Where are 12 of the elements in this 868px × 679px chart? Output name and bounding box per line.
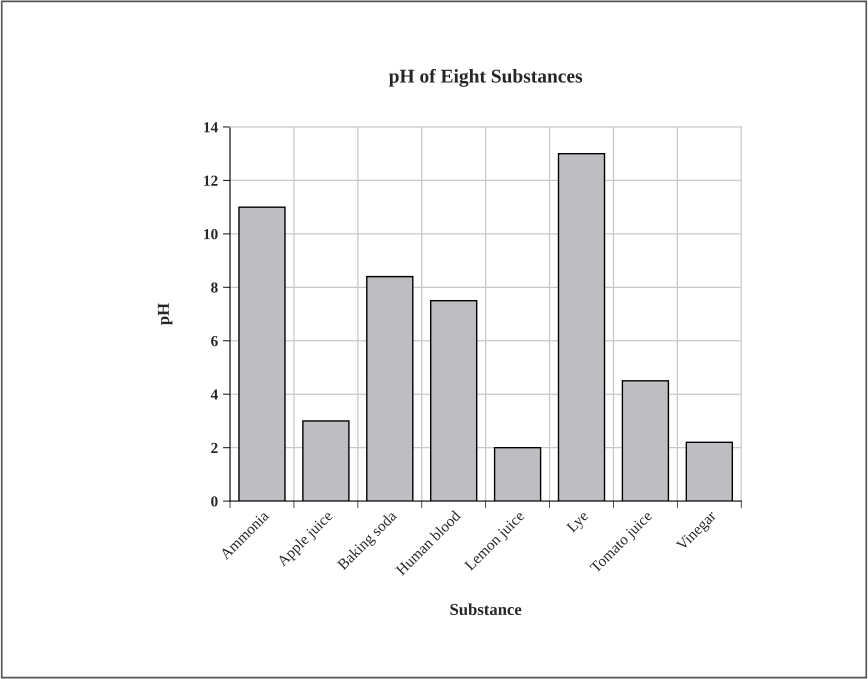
y-tick-label: 2 [211,442,218,453]
y-tick-label: 14 [204,122,218,132]
x-tick-label: Lye [566,510,591,536]
y-tick-label: 6 [211,336,218,346]
y-tick-label: 10 [204,229,218,240]
chart-title: pH of Eight Substances [388,68,582,87]
y-tick-label: 8 [211,282,218,293]
y-tick-label: 12 [204,176,218,186]
x-axis-title: Substance [450,603,522,616]
y-tick-label: 4 [210,389,218,400]
y-axis-title: pH [158,303,172,325]
y-tick-label: 0 [211,496,218,507]
